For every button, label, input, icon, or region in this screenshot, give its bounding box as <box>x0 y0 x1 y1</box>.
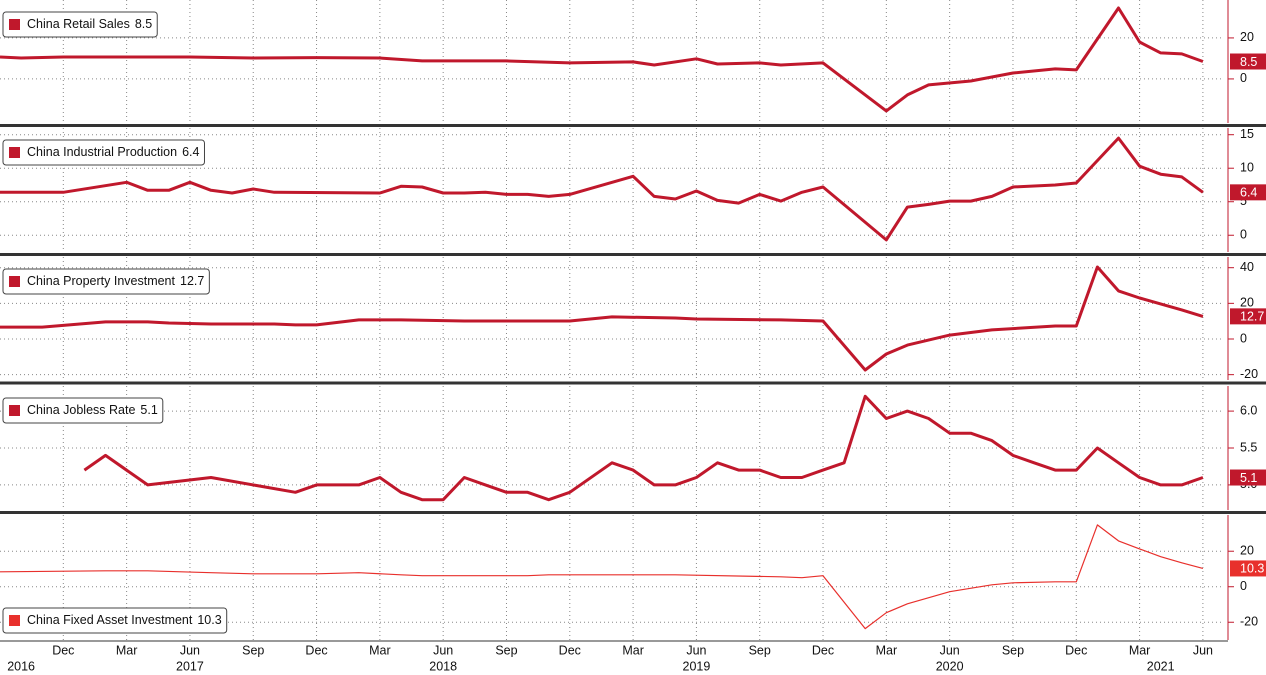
legend: China Property Investment 12.7 <box>2 268 210 295</box>
y-tick-label: 0 <box>1240 228 1247 242</box>
legend-swatch <box>9 405 20 416</box>
x-tick-label: Dec <box>52 643 74 657</box>
y-tick-label: 40 <box>1240 260 1254 274</box>
y-tick-label: -20 <box>1240 615 1258 629</box>
legend: China Industrial Production 6.4 <box>2 139 205 166</box>
x-tick-label: Mar <box>622 643 644 657</box>
legend-name: China Fixed Asset Investment <box>27 613 193 627</box>
legend-value: 5.1 <box>140 403 157 417</box>
last-value-tag <box>1230 53 1266 70</box>
legend-swatch <box>9 615 20 626</box>
x-tick-label: Mar <box>1129 643 1151 657</box>
legend-value: 12.7 <box>180 274 204 288</box>
legend-box <box>2 607 228 634</box>
legend-name: China Retail Sales <box>27 17 130 31</box>
x-tick-label: Dec <box>305 643 327 657</box>
x-tick-label: Sep <box>749 643 771 657</box>
legend: China Jobless Rate 5.1 <box>2 397 164 424</box>
x-tick-label: Jun <box>940 643 960 657</box>
y-tick-label: 5 <box>1240 194 1247 208</box>
y-tick-label: 10 <box>1240 161 1254 175</box>
legend-name: China Jobless Rate <box>27 403 135 417</box>
x-tick-label: Sep <box>242 643 264 657</box>
x-tick-label: Mar <box>876 643 898 657</box>
series-line <box>0 524 1204 630</box>
series-line <box>0 265 1204 372</box>
year-label: 2021 <box>1147 659 1175 673</box>
y-tick-label: 0 <box>1240 579 1247 593</box>
last-value-tag <box>1230 560 1266 577</box>
year-label: 2020 <box>936 659 964 673</box>
y-tick-label: -20 <box>1240 367 1258 381</box>
y-tick-label: 20 <box>1240 30 1254 44</box>
x-tick-label: Jun <box>1193 643 1213 657</box>
legend: China Retail Sales 8.5 <box>2 11 158 38</box>
series-line <box>0 6 1204 113</box>
x-tick-label: Jun <box>180 643 200 657</box>
year-label: 2019 <box>683 659 711 673</box>
year-label: 2016 <box>7 659 35 673</box>
legend-swatch <box>9 147 20 158</box>
y-tick-label: 15 <box>1240 127 1254 141</box>
legend-value: 8.5 <box>135 17 152 31</box>
legend-name: China Industrial Production <box>27 145 177 159</box>
y-tick-label: 0 <box>1240 331 1247 345</box>
x-tick-label: Sep <box>1002 643 1024 657</box>
last-value-label: 12.7 <box>1240 310 1264 324</box>
x-tick-label: Jun <box>433 643 453 657</box>
legend-label: China Fixed Asset Investment 10.3 <box>27 613 222 627</box>
x-tick-label: Mar <box>369 643 391 657</box>
x-tick-label: Dec <box>812 643 834 657</box>
legend-label: China Retail Sales 8.5 <box>27 17 152 31</box>
last-value-tag <box>1230 308 1266 325</box>
x-tick-label: Jun <box>686 643 706 657</box>
last-value-label: 10.3 <box>1240 562 1264 576</box>
legend-box <box>2 397 164 424</box>
legend-name: China Property Investment <box>27 274 176 288</box>
legend-value: 10.3 <box>197 613 221 627</box>
legend-swatch <box>9 276 20 287</box>
last-value-label: 5.1 <box>1240 471 1257 485</box>
legend-label: China Jobless Rate 5.1 <box>27 403 158 417</box>
x-tick-label: Dec <box>559 643 581 657</box>
x-tick-label: Dec <box>1065 643 1087 657</box>
last-value-label: 6.4 <box>1240 186 1257 200</box>
legend-box <box>2 139 205 166</box>
x-tick-label: Sep <box>495 643 517 657</box>
legend-value: 6.4 <box>182 145 199 159</box>
y-tick-label: 6.0 <box>1240 403 1257 417</box>
x-tick-label: Mar <box>116 643 138 657</box>
last-value-tag <box>1230 184 1266 201</box>
legend-box <box>2 268 210 295</box>
series-line <box>83 394 1204 502</box>
legend-label: China Property Investment 12.7 <box>27 274 204 288</box>
last-value-tag <box>1230 469 1266 486</box>
legend-label: China Industrial Production 6.4 <box>27 145 200 159</box>
year-label: 2018 <box>429 659 457 673</box>
y-tick-label: 5.5 <box>1240 440 1257 454</box>
legend-box <box>2 11 158 38</box>
series-line <box>0 136 1204 242</box>
y-tick-label: 20 <box>1240 296 1254 310</box>
year-label: 2017 <box>176 659 204 673</box>
y-tick-label: 20 <box>1240 544 1254 558</box>
legend-swatch <box>9 19 20 30</box>
y-tick-label: 0 <box>1240 71 1247 85</box>
last-value-label: 8.5 <box>1240 55 1257 69</box>
legend: China Fixed Asset Investment 10.3 <box>2 607 228 634</box>
